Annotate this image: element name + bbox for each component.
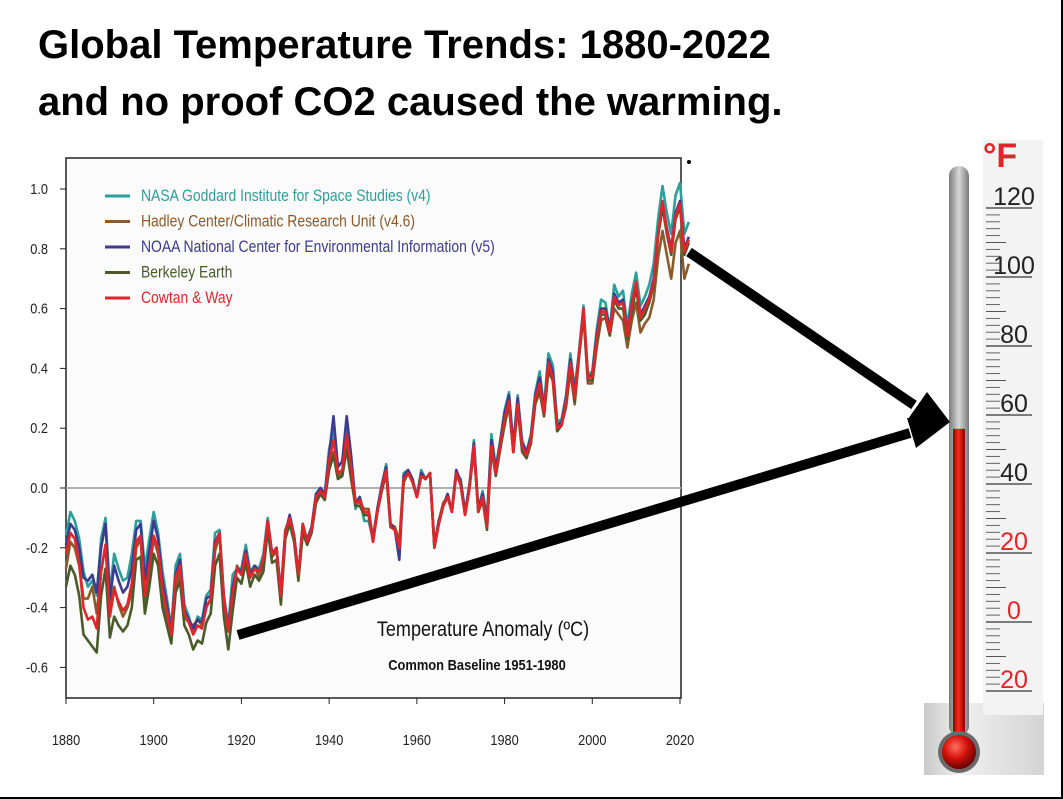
y-tick-label: -0.2	[26, 539, 48, 556]
thermometer-ticks	[986, 207, 1032, 692]
fahrenheit-unit-label: °F	[983, 137, 1017, 175]
x-tick-label: 1980	[490, 731, 519, 748]
legend-label-noaa: NOAA National Center for Environmental I…	[141, 238, 495, 257]
x-tick-label: 1920	[227, 731, 256, 748]
arrow-line-top	[686, 247, 917, 410]
x-tick-label: 2020	[666, 731, 695, 748]
scale-label: 20	[1000, 666, 1028, 694]
arrow-head-bottom	[907, 418, 950, 448]
scale-label: 60	[1000, 390, 1028, 418]
thermometer-mercury	[953, 428, 965, 740]
x-tick-label: 1900	[140, 731, 169, 748]
scale-label: 80	[1000, 321, 1028, 349]
arrow-line-bottom	[236, 428, 912, 640]
x-tick-label: 2000	[578, 731, 607, 748]
chart-subtitle: Common Baseline 1951-1980	[388, 656, 566, 673]
stray-dot	[687, 160, 691, 164]
y-tick-label: 0.4	[30, 359, 48, 376]
thermometer-bulb	[942, 735, 976, 769]
scale-label: 20	[1000, 528, 1028, 556]
legend-label-nasa: NASA Goddard Institute for Space Studies…	[141, 187, 431, 206]
chart-title: Temperature Anomaly (ºC)	[377, 618, 589, 642]
y-axis: 1.0 0.8 0.6 0.4 0.2 0.0 -0.2 -0.4 -0.6	[26, 180, 66, 676]
y-tick-label: 0.6	[30, 300, 48, 317]
x-tick-label: 1940	[315, 731, 344, 748]
x-tick-label: 1880	[52, 731, 81, 748]
y-tick-label: 0.0	[30, 479, 48, 496]
legend: NASA Goddard Institute for Space Studies…	[105, 187, 495, 308]
y-tick-label: -0.4	[26, 599, 48, 616]
title-line-1: Global Temperature Trends: 1880-2022	[38, 23, 771, 67]
series-group	[64, 181, 691, 654]
x-tick-label: 1960	[403, 731, 432, 748]
y-tick-label: 1.0	[30, 180, 48, 197]
thermometer: 120 100 80 60 40 20 0 20 °F	[924, 137, 1044, 775]
scale-label: 40	[1000, 459, 1028, 487]
annotation-arrows	[236, 247, 950, 640]
series-line-cowtan	[64, 199, 691, 636]
scale-label: 0	[1007, 597, 1021, 625]
x-axis: 1880 1900 1920 1940 1960 1980 2000 2020	[52, 698, 695, 748]
scale-label: 120	[993, 183, 1035, 211]
y-tick-label: 0.2	[30, 419, 48, 436]
title-line-2: and no proof CO2 caused the warming.	[38, 80, 783, 124]
y-tick-label: -0.6	[26, 658, 48, 675]
legend-label-cowtan: Cowtan & Way	[141, 289, 233, 308]
arrow-head-top	[908, 392, 950, 422]
thermometer-labels: 120 100 80 60 40 20 0 20	[993, 183, 1035, 694]
scale-label: 100	[993, 252, 1035, 280]
legend-label-hadley: Hadley Center/Climatic Research Unit (v4…	[141, 212, 415, 231]
y-tick-label: 0.8	[30, 240, 48, 257]
legend-label-berkeley: Berkeley Earth	[141, 263, 232, 282]
